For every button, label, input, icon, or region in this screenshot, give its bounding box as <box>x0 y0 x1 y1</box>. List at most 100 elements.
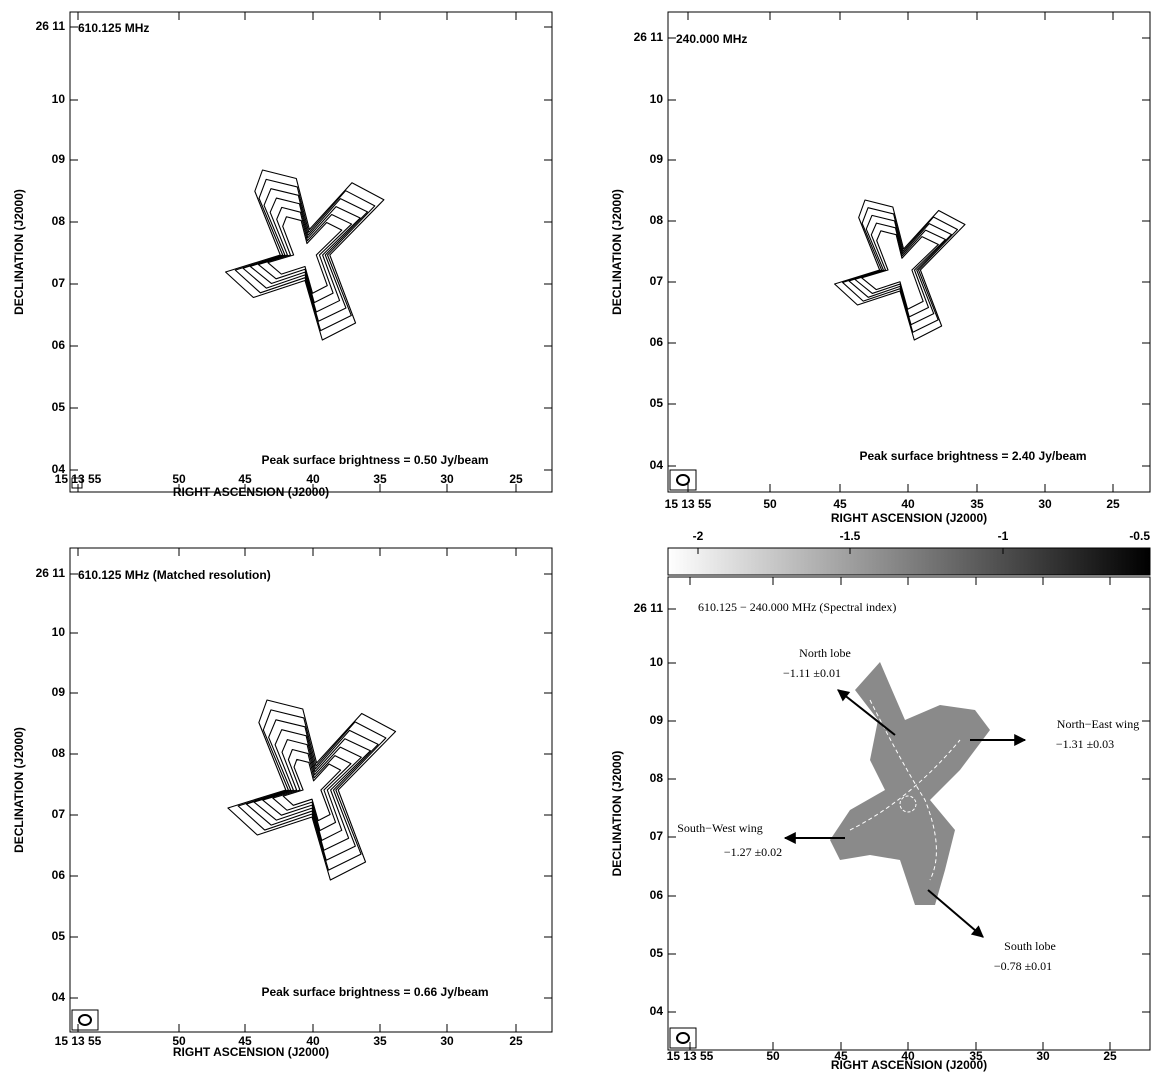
contour <box>282 758 342 822</box>
annotation-label: North−East wing <box>1057 717 1139 731</box>
x-tick-label: 25 <box>509 1034 523 1048</box>
contour <box>242 188 369 322</box>
x-tick-label: 15 13 55 <box>667 1049 714 1063</box>
beam <box>676 1032 690 1044</box>
y-tick-label: 26 11 <box>36 19 66 33</box>
x-tick-label: 25 <box>1106 497 1120 511</box>
y-tick-label: 04 <box>52 462 66 476</box>
y-tick-label: 04 <box>650 458 664 472</box>
beam <box>676 474 690 486</box>
y-tick-label: 06 <box>650 335 664 349</box>
y-tick-label: 05 <box>650 396 664 410</box>
contour <box>267 216 343 294</box>
y-tick-label: 08 <box>650 771 664 785</box>
y-tick-label: 05 <box>52 400 66 414</box>
colorbar-scale <box>667 547 1151 576</box>
spectral-map <box>783 662 1027 938</box>
y-tick-label: 07 <box>52 276 66 290</box>
peak-note: Peak surface brightness = 0.66 Jy/beam <box>261 985 488 999</box>
x-tick-label: 30 <box>440 472 454 486</box>
y-tick-label: 10 <box>650 92 664 106</box>
y-tick-label: 05 <box>650 946 664 960</box>
annotation-label: North lobe <box>799 646 851 660</box>
colorbar-tick-label: -1 <box>998 529 1009 543</box>
contour <box>262 739 362 841</box>
y-tick-label: 07 <box>52 807 66 821</box>
panel-title: 610.125 MHz (Matched resolution) <box>78 568 271 582</box>
y-axis-label: DECLINATION (J2000) <box>610 751 624 877</box>
contour <box>257 206 353 304</box>
x-axis-label: RIGHT ASCENSION (J2000) <box>173 485 329 499</box>
x-tick-label: 30 <box>1036 1049 1050 1063</box>
y-tick-label: 09 <box>650 152 664 166</box>
y-tick-label: 09 <box>52 685 66 699</box>
contour <box>225 169 385 341</box>
y-tick-label: 09 <box>52 152 66 166</box>
contour <box>227 699 397 881</box>
x-tick-label: 30 <box>440 1034 454 1048</box>
x-tick-label: 50 <box>172 1034 186 1048</box>
colorbar-tick-label: -2 <box>693 529 704 543</box>
y-tick-label: 10 <box>650 655 664 669</box>
y-tick-label: 10 <box>52 625 66 639</box>
peak-note: Peak surface brightness = 2.40 Jy/beam <box>859 449 1086 463</box>
x-tick-label: 35 <box>373 472 387 486</box>
frame <box>667 576 1151 1051</box>
x-tick-label: 40 <box>901 497 915 511</box>
x-tick-label: 35 <box>373 1034 387 1048</box>
x-tick-label: 50 <box>172 472 186 486</box>
annotation-label: South lobe <box>1004 939 1056 953</box>
y-tick-label: 09 <box>650 713 664 727</box>
y-tick-label: 26 11 <box>36 566 66 580</box>
y-tick-label: 05 <box>52 929 66 943</box>
y-tick-label: 26 11 <box>634 30 664 44</box>
contour <box>848 214 952 326</box>
y-tick-label: 08 <box>52 746 66 760</box>
beam <box>78 1014 92 1026</box>
x-tick-label: 30 <box>1038 497 1052 511</box>
beam-box <box>71 477 83 489</box>
contour <box>272 748 352 832</box>
annotation-value: −1.11 ±0.01 <box>783 666 841 680</box>
x-tick-label: 35 <box>969 1049 983 1063</box>
annotation-value: −1.27 ±0.02 <box>724 845 782 859</box>
x-tick-label: 15 13 55 <box>55 1034 102 1048</box>
y-axis-label: DECLINATION (J2000) <box>12 189 26 315</box>
y-axis-label: DECLINATION (J2000) <box>610 189 624 315</box>
y-tick-label: 04 <box>52 990 66 1004</box>
y-tick-label: 08 <box>650 213 664 227</box>
contour <box>237 709 387 871</box>
annotations: North lobe −1.11 ±0.01 North−East wing −… <box>677 646 1139 973</box>
annotation-value: −1.31 ±0.03 <box>1056 737 1114 751</box>
x-tick-label: 15 13 55 <box>55 472 102 486</box>
y-tick-label: 06 <box>650 888 664 902</box>
contour <box>842 207 959 333</box>
contour <box>253 729 371 851</box>
panel-title: 240.000 MHz <box>676 32 747 46</box>
y-axis-label: DECLINATION (J2000) <box>12 727 26 853</box>
y-tick-label: 07 <box>650 274 664 288</box>
frame <box>69 547 553 1033</box>
colorbar-tick-label: -1.5 <box>840 529 861 543</box>
colorbar <box>667 547 1151 576</box>
colorbar-tick-label: -0.5 <box>1129 529 1150 543</box>
x-tick-label: 25 <box>1103 1049 1117 1063</box>
x-tick-label: 40 <box>306 1034 320 1048</box>
x-tick-label: 50 <box>763 497 777 511</box>
x-tick-label: 45 <box>238 1034 252 1048</box>
x-tick-label: 40 <box>901 1049 915 1063</box>
annotation-value: −0.78 ±0.01 <box>994 959 1052 973</box>
beam-box <box>669 469 697 491</box>
x-tick-label: 50 <box>766 1049 780 1063</box>
x-tick-label: 15 13 55 <box>665 497 712 511</box>
x-tick-label: 35 <box>970 497 984 511</box>
y-tick-label: 06 <box>52 338 66 352</box>
y-tick-label: 10 <box>52 92 66 106</box>
beam-box <box>71 1009 99 1031</box>
x-tick-label: 45 <box>238 472 252 486</box>
